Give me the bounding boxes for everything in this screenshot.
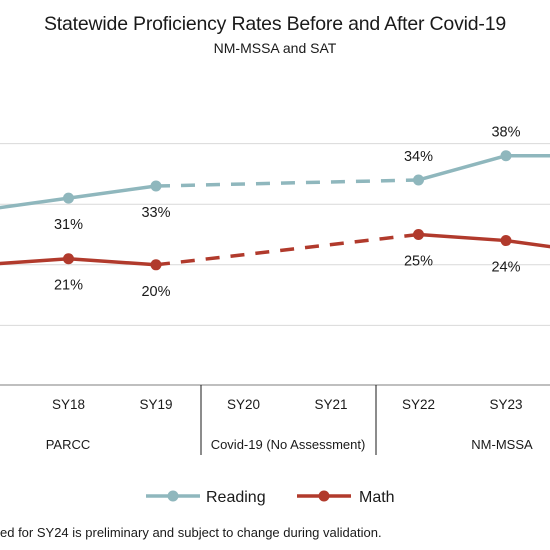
data-point	[150, 180, 162, 192]
x-tick-label: SY20	[227, 397, 260, 412]
x-tick-label: SY23	[489, 397, 522, 412]
data-point	[63, 192, 74, 204]
series-gap-line	[155, 232, 419, 267]
series-line	[0, 256, 71, 266]
footnote: ed for SY24 is preliminary and subject t…	[0, 525, 382, 540]
group-label: PARCC	[46, 437, 91, 452]
series-line	[66, 256, 158, 267]
data-point	[150, 259, 162, 271]
x-tick-label: SY22	[402, 397, 435, 412]
series-line	[504, 238, 550, 249]
series-line	[416, 153, 508, 182]
group-label: Covid-19 (No Assessment)	[211, 437, 366, 452]
data-label: 25%	[404, 254, 433, 270]
legend-label: Reading	[206, 489, 266, 506]
data-point	[63, 253, 74, 265]
chart-subtitle: NM-MSSA and SAT	[213, 40, 337, 56]
chart-title: Statewide Proficiency Rates Before and A…	[44, 13, 506, 35]
series-line	[0, 196, 71, 210]
data-label: 24%	[491, 260, 520, 276]
data-label: 20%	[141, 284, 170, 300]
data-label: 38%	[491, 125, 520, 141]
series-line	[416, 232, 508, 243]
data-label: 33%	[141, 205, 170, 221]
series-gap-line	[155, 178, 419, 188]
data-label: 21%	[54, 278, 83, 294]
legend-marker	[167, 490, 179, 502]
data-point	[500, 235, 512, 247]
legend-marker	[318, 490, 330, 502]
group-label: NM-MSSA	[471, 437, 533, 452]
series-line	[66, 184, 158, 200]
data-point	[500, 150, 512, 162]
x-tick-label: SY18	[52, 397, 85, 412]
data-label: 31%	[54, 217, 83, 233]
data-point	[413, 174, 424, 186]
legend-label: Math	[359, 489, 395, 506]
x-tick-label: SY21	[314, 397, 347, 412]
x-tick-label: SY19	[139, 397, 172, 412]
data-point	[413, 229, 424, 240]
data-label: 34%	[404, 149, 433, 165]
